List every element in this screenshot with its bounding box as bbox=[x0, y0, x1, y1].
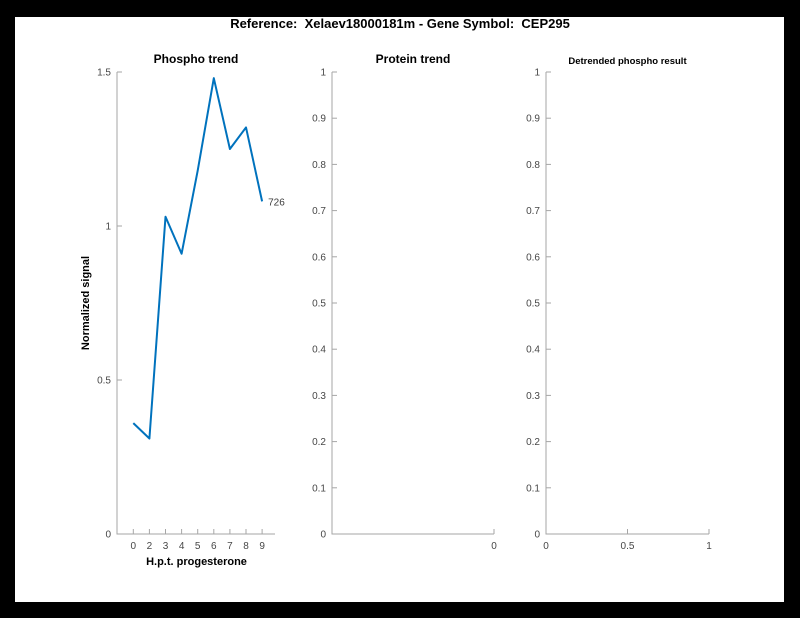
detrended-y-tick-label: 0.5 bbox=[526, 299, 540, 310]
protein-y-tick-label: 0.5 bbox=[312, 299, 326, 310]
detrended-x-tick-label: 0 bbox=[543, 541, 549, 552]
protein-axis-lines bbox=[331, 72, 494, 535]
phospho-x-tick-label: 7 bbox=[227, 541, 233, 552]
phospho-axis-lines bbox=[116, 72, 275, 535]
detrended-x-tick-label: 1 bbox=[706, 541, 712, 552]
detrended-x-tick-label: 0.5 bbox=[621, 541, 635, 552]
phospho-plot-title: Phospho trend bbox=[153, 52, 239, 66]
protein-plot-title: Protein trend bbox=[375, 52, 451, 66]
detrended-axis-lines bbox=[545, 72, 709, 535]
phospho-y-tick-label: 0 bbox=[105, 530, 111, 541]
detrended-plot-title: Detrended phospho result bbox=[568, 56, 687, 67]
protein-x-tick-label: 0 bbox=[491, 541, 497, 552]
phospho-x-tick-label: 6 bbox=[211, 541, 217, 552]
protein-y-tick-label: 1 bbox=[320, 68, 326, 79]
detrended-y-tick-label: 0.8 bbox=[526, 160, 540, 171]
protein-y-tick-label: 0.8 bbox=[312, 160, 326, 171]
phospho-x-tick-label: 8 bbox=[243, 541, 249, 552]
figure-canvas bbox=[15, 17, 784, 602]
phospho-y-tick-label: 0.5 bbox=[97, 376, 111, 387]
phospho-end-annotation: 726 bbox=[268, 197, 285, 208]
protein-y-tick-label: 0.9 bbox=[312, 114, 326, 125]
detrended-y-tick-label: 0.9 bbox=[526, 114, 540, 125]
phospho-x-tick-label: 9 bbox=[259, 541, 265, 552]
protein-y-tick-label: 0.6 bbox=[312, 252, 326, 263]
detrended-y-tick-label: 1 bbox=[534, 68, 540, 79]
figure-title: Reference: Xelaev18000181m - Gene Symbol… bbox=[230, 16, 570, 31]
detrended-y-tick-label: 0 bbox=[534, 530, 540, 541]
protein-y-tick-label: 0 bbox=[320, 530, 326, 541]
phospho-xaxis-label: H.p.t. progesterone bbox=[146, 556, 247, 568]
detrended-y-tick-label: 0.4 bbox=[526, 345, 540, 356]
phospho-x-tick-label: 2 bbox=[147, 541, 153, 552]
protein-y-tick-label: 0.2 bbox=[312, 437, 326, 448]
phospho-x-tick-label: 5 bbox=[195, 541, 201, 552]
phospho-x-tick-label: 3 bbox=[163, 541, 169, 552]
protein-y-tick-label: 0.7 bbox=[312, 206, 326, 217]
protein-y-tick-label: 0.3 bbox=[312, 391, 326, 402]
protein-y-tick-label: 0.1 bbox=[312, 483, 326, 494]
detrended-y-tick-label: 0.3 bbox=[526, 391, 540, 402]
detrended-y-tick-label: 0.2 bbox=[526, 437, 540, 448]
detrended-y-tick-label: 0.6 bbox=[526, 252, 540, 263]
phospho-y-tick-label: 1.5 bbox=[97, 68, 111, 79]
protein-y-tick-label: 0.4 bbox=[312, 345, 326, 356]
phospho-x-tick-label: 0 bbox=[131, 541, 137, 552]
phospho-x-tick-label: 4 bbox=[179, 541, 185, 552]
phospho-trend-line bbox=[132, 77, 264, 440]
detrended-y-tick-label: 0.7 bbox=[526, 206, 540, 217]
phospho-y-tick-label: 1 bbox=[105, 222, 111, 233]
detrended-y-tick-label: 0.1 bbox=[526, 483, 540, 494]
